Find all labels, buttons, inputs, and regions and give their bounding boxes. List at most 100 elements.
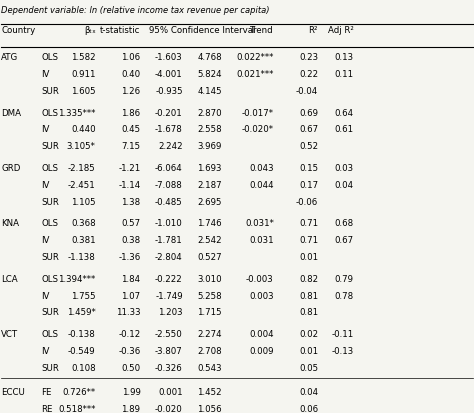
Text: 1.582: 1.582	[71, 53, 96, 62]
Text: 4.145: 4.145	[197, 87, 222, 96]
Text: 0.726**: 0.726**	[63, 388, 96, 397]
Text: FE: FE	[41, 388, 52, 397]
Text: 0.15: 0.15	[299, 164, 318, 173]
Text: 0.022***: 0.022***	[237, 53, 274, 62]
Text: 1.693: 1.693	[197, 164, 222, 173]
Text: -1.14: -1.14	[118, 181, 140, 190]
Text: 1.84: 1.84	[121, 275, 140, 284]
Text: 0.03: 0.03	[335, 164, 354, 173]
Text: 0.381: 0.381	[71, 236, 96, 245]
Text: 0.57: 0.57	[121, 219, 140, 228]
Text: -3.807: -3.807	[155, 347, 183, 356]
Text: SUR: SUR	[41, 253, 59, 262]
Text: 0.108: 0.108	[71, 364, 96, 373]
Text: 1.105: 1.105	[71, 198, 96, 207]
Text: -0.003: -0.003	[246, 275, 274, 284]
Text: SUR: SUR	[41, 142, 59, 151]
Text: -1.603: -1.603	[155, 53, 183, 62]
Text: 1.746: 1.746	[197, 219, 222, 228]
Text: RE: RE	[41, 405, 53, 413]
Text: IV: IV	[41, 126, 50, 135]
Text: 0.543: 0.543	[197, 364, 222, 373]
Text: 0.79: 0.79	[335, 275, 354, 284]
Text: 0.17: 0.17	[299, 181, 318, 190]
Text: 5.824: 5.824	[197, 70, 222, 79]
Text: 1.755: 1.755	[71, 292, 96, 301]
Text: 0.043: 0.043	[249, 164, 274, 173]
Text: OLS: OLS	[41, 109, 58, 118]
Text: t-statistic: t-statistic	[100, 26, 140, 35]
Text: 1.86: 1.86	[121, 109, 140, 118]
Text: 1.07: 1.07	[121, 292, 140, 301]
Text: 0.64: 0.64	[335, 109, 354, 118]
Text: -0.485: -0.485	[155, 198, 183, 207]
Text: R²: R²	[309, 26, 318, 35]
Text: 0.001: 0.001	[158, 388, 183, 397]
Text: 2.274: 2.274	[197, 330, 222, 339]
Text: 0.911: 0.911	[71, 70, 96, 79]
Text: OLS: OLS	[41, 275, 58, 284]
Text: -0.11: -0.11	[332, 330, 354, 339]
Text: 1.89: 1.89	[121, 405, 140, 413]
Text: 0.38: 0.38	[121, 236, 140, 245]
Text: -1.010: -1.010	[155, 219, 183, 228]
Text: 0.67: 0.67	[335, 236, 354, 245]
Text: 0.22: 0.22	[299, 70, 318, 79]
Text: 0.01: 0.01	[299, 253, 318, 262]
Text: -0.04: -0.04	[296, 87, 318, 96]
Text: 0.044: 0.044	[249, 181, 274, 190]
Text: -1.781: -1.781	[155, 236, 183, 245]
Text: OLS: OLS	[41, 219, 58, 228]
Text: βₜₓ: βₜₓ	[84, 26, 96, 35]
Text: 0.04: 0.04	[299, 388, 318, 397]
Text: 1.605: 1.605	[71, 87, 96, 96]
Text: Trend: Trend	[250, 26, 274, 35]
Text: 2.242: 2.242	[158, 142, 183, 151]
Text: 0.52: 0.52	[299, 142, 318, 151]
Text: IV: IV	[41, 292, 50, 301]
Text: IV: IV	[41, 347, 50, 356]
Text: ATG: ATG	[1, 53, 18, 62]
Text: 0.13: 0.13	[335, 53, 354, 62]
Text: OLS: OLS	[41, 330, 58, 339]
Text: 0.004: 0.004	[249, 330, 274, 339]
Text: 1.38: 1.38	[121, 198, 140, 207]
Text: SUR: SUR	[41, 198, 59, 207]
Text: -0.935: -0.935	[155, 87, 183, 96]
Text: DMA: DMA	[1, 109, 21, 118]
Text: -1.749: -1.749	[155, 292, 183, 301]
Text: -2.185: -2.185	[68, 164, 96, 173]
Text: 1.394***: 1.394***	[58, 275, 96, 284]
Text: 0.45: 0.45	[121, 126, 140, 135]
Text: 11.33: 11.33	[116, 309, 140, 318]
Text: VCT: VCT	[1, 330, 18, 339]
Text: 0.02: 0.02	[299, 330, 318, 339]
Text: 0.01: 0.01	[299, 347, 318, 356]
Text: 0.50: 0.50	[121, 364, 140, 373]
Text: 3.105*: 3.105*	[67, 142, 96, 151]
Text: 1.056: 1.056	[197, 405, 222, 413]
Text: 0.61: 0.61	[335, 126, 354, 135]
Text: -7.088: -7.088	[155, 181, 183, 190]
Text: SUR: SUR	[41, 364, 59, 373]
Text: 0.71: 0.71	[299, 236, 318, 245]
Text: 1.203: 1.203	[158, 309, 183, 318]
Text: 0.23: 0.23	[299, 53, 318, 62]
Text: SUR: SUR	[41, 87, 59, 96]
Text: 0.003: 0.003	[249, 292, 274, 301]
Text: 0.440: 0.440	[71, 126, 96, 135]
Text: 0.11: 0.11	[335, 70, 354, 79]
Text: 2.558: 2.558	[197, 126, 222, 135]
Text: 0.71: 0.71	[299, 219, 318, 228]
Text: -1.678: -1.678	[155, 126, 183, 135]
Text: Country: Country	[1, 26, 36, 35]
Text: ECCU: ECCU	[1, 388, 25, 397]
Text: -0.06: -0.06	[296, 198, 318, 207]
Text: 1.26: 1.26	[121, 87, 140, 96]
Text: -0.13: -0.13	[332, 347, 354, 356]
Text: 3.010: 3.010	[197, 275, 222, 284]
Text: -0.020: -0.020	[155, 405, 183, 413]
Text: 0.05: 0.05	[299, 364, 318, 373]
Text: -4.001: -4.001	[155, 70, 183, 79]
Text: 0.40: 0.40	[121, 70, 140, 79]
